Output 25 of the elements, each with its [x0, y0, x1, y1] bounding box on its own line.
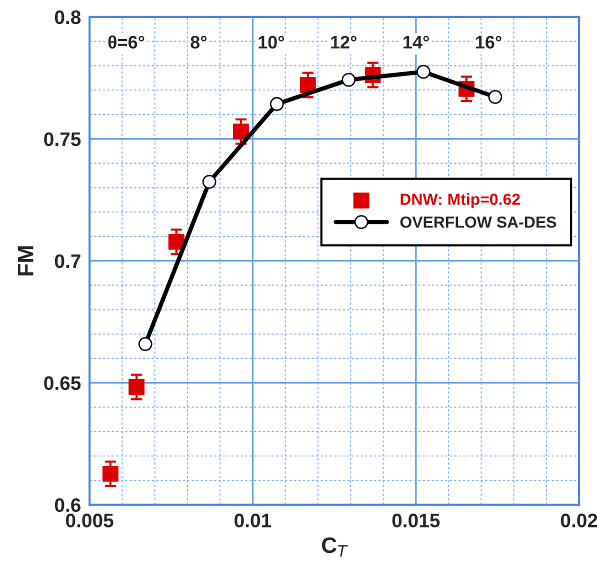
y-tick-label: 0.8 [54, 10, 81, 24]
annotation: 14° [404, 36, 429, 48]
annotation: 8° [190, 36, 207, 49]
legend-label: OVERFLOW SA-DES [400, 216, 556, 228]
y-tick-label: 0.7 [54, 254, 80, 268]
annotation: 16° [476, 36, 502, 49]
x-tick-label: 0.01 [234, 514, 272, 528]
point [138, 337, 152, 351]
annotation: 12° [331, 36, 356, 48]
annotation: θ=6° [108, 35, 144, 49]
x-axis-title: C$_{T}$ [322, 537, 348, 557]
point [488, 90, 502, 104]
x-tick-label: 0.015 [392, 514, 440, 528]
x-tick-label: 0.005 [66, 514, 114, 528]
annotation: 10° [258, 36, 284, 49]
legend-label: DNW: Mtip=0.62 [400, 193, 520, 208]
y-tick-label: 0.6 [54, 498, 81, 512]
y-axis-title: FM [18, 246, 34, 276]
point [416, 64, 430, 79]
x-tick-label: 0.02 [560, 514, 597, 528]
point [202, 174, 216, 189]
point [270, 97, 284, 111]
y-tick-label: 0.75 [44, 132, 81, 146]
point [342, 72, 356, 87]
y-tick-label: 0.65 [44, 376, 81, 390]
